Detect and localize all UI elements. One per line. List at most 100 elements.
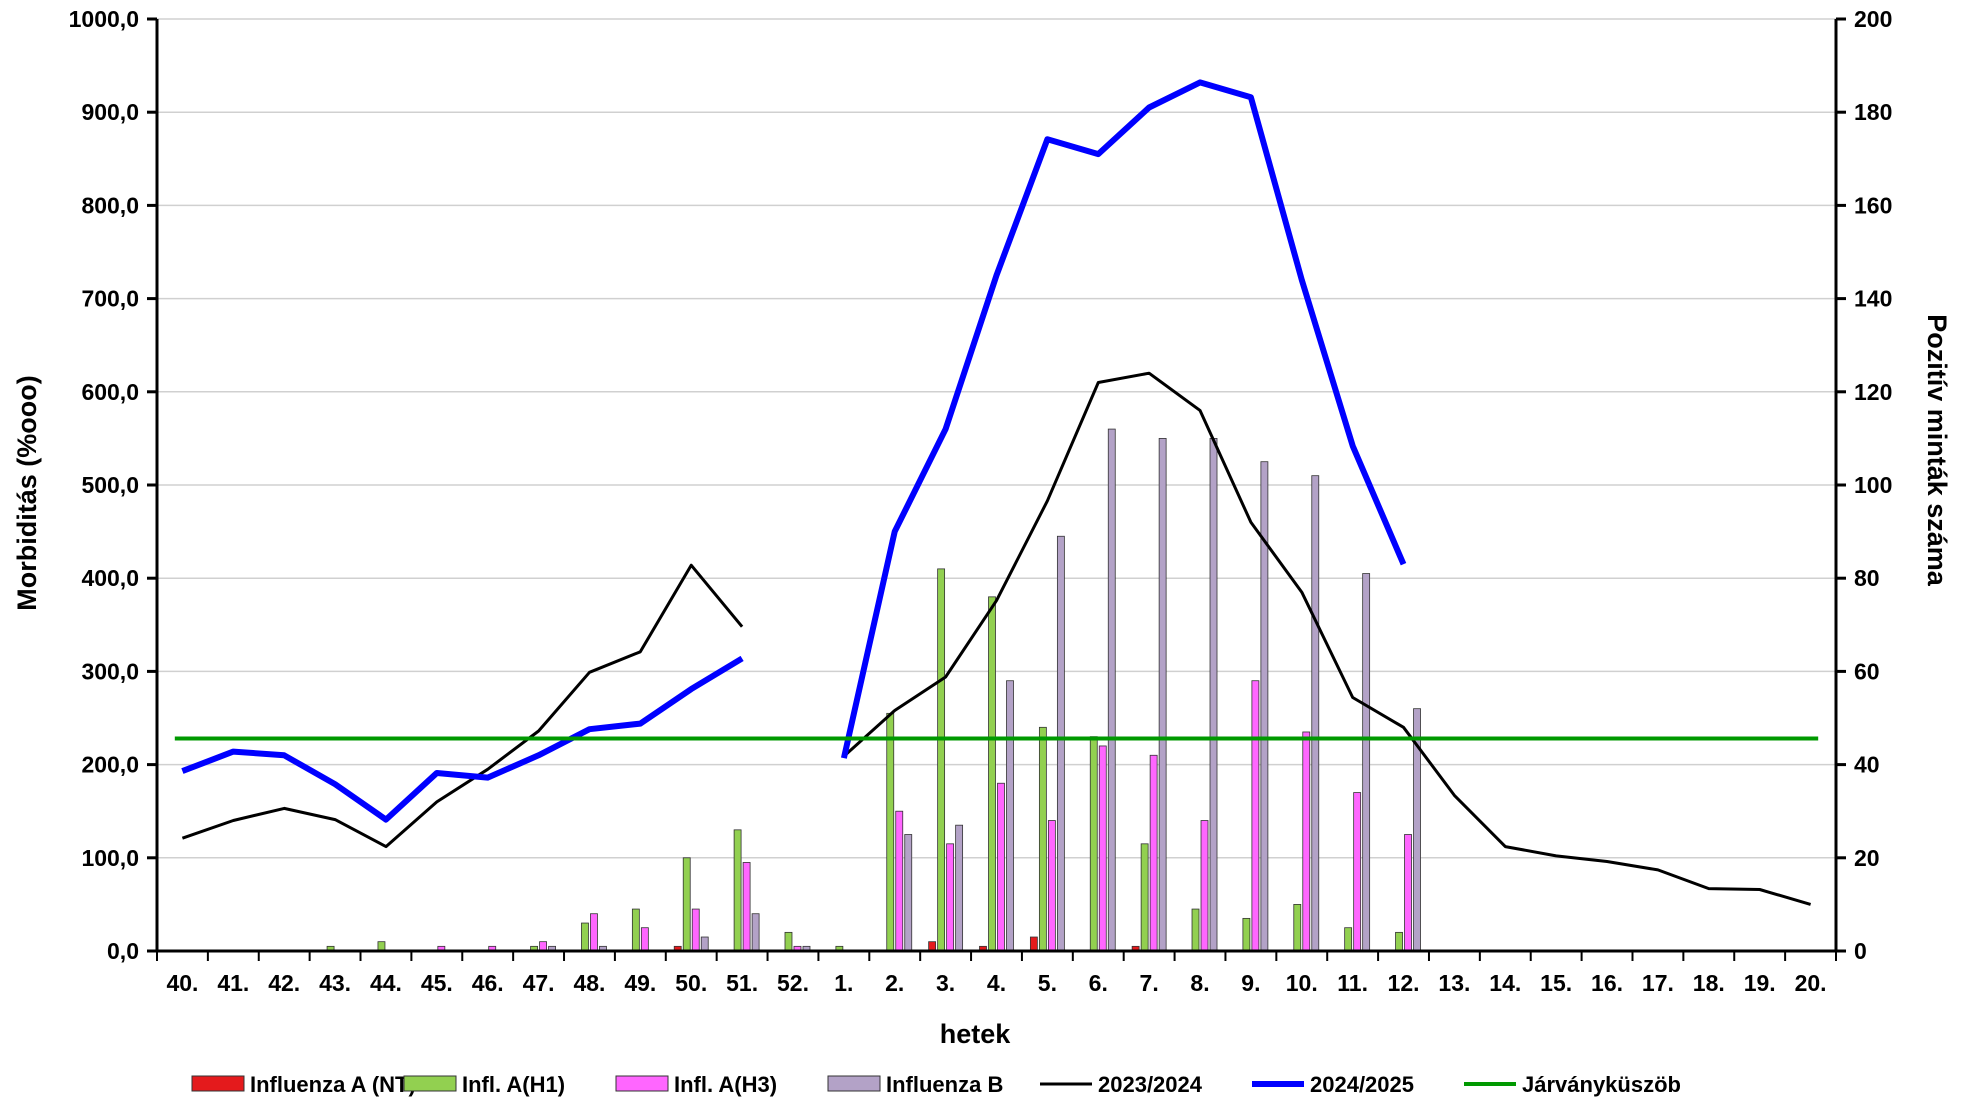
- x-tick-label: 7.: [1140, 970, 1159, 996]
- bar-infl-a-h3--10: [691, 908, 700, 952]
- legend-swatch: [191, 1075, 245, 1092]
- x-tick-label: 15.: [1540, 970, 1572, 996]
- bar-infl-a-h1--17: [1038, 726, 1047, 952]
- bar-infl-a-h3--9: [640, 927, 649, 952]
- left-tick-label: 600,0: [81, 379, 139, 405]
- x-tick-label: 9.: [1241, 970, 1260, 996]
- x-tick-label: 51.: [726, 970, 758, 996]
- bar-infl-a-h3--15: [946, 843, 955, 952]
- right-tick-label: 20: [1854, 845, 1880, 871]
- left-tick-label: 200,0: [81, 752, 139, 778]
- x-tick-label: 14.: [1489, 970, 1521, 996]
- bar-influenza-b-10: [700, 936, 709, 952]
- bar-influenza-b-17: [1056, 535, 1065, 952]
- bar-infl-a-h3--11: [742, 862, 751, 952]
- right-tick-label: 40: [1854, 752, 1880, 778]
- x-tick-label: 50.: [675, 970, 707, 996]
- legend-item-infl-a-h1-: Infl. A(H1): [403, 1072, 565, 1097]
- left-axis-title: Morbiditás (%ooo): [12, 375, 42, 610]
- bar-infl-a-h3--17: [1047, 820, 1056, 952]
- left-tick-label: 0,0: [107, 938, 139, 964]
- left-tick-label: 500,0: [81, 472, 139, 498]
- bar-infl-a-h3--19: [1149, 754, 1158, 952]
- bar-influenza-b-11: [751, 913, 760, 952]
- right-tick-label: 120: [1854, 379, 1892, 405]
- left-axis-ticks: 0,0 100,0 200,0 300,0 400,0 500,0 600,0 700,0 80…: [69, 6, 157, 964]
- bar-infl-a-h1--24: [1395, 931, 1403, 952]
- x-tick-label: 1.: [834, 970, 853, 996]
- bar-infl-a-h1--16: [988, 596, 996, 952]
- x-tick-label: 11.: [1337, 970, 1368, 996]
- legend-label: Infl. A(H3): [674, 1072, 777, 1097]
- x-axis-ticks: 40. 41. 42. 43. 44. 45. 46. 47. 48. 49. 50. 51. 52. 1…: [156, 951, 1837, 996]
- bar-infl-a-h1--9: [631, 908, 640, 952]
- x-tick-label: 13.: [1438, 970, 1470, 996]
- bar-influenza-a-nt--17: [1029, 936, 1038, 952]
- left-tick-label: 900,0: [81, 99, 139, 125]
- legend-item-influenza-b: Influenza B: [827, 1072, 1003, 1097]
- bar-influenza-b-23: [1362, 573, 1371, 952]
- right-tick-label: 80: [1854, 565, 1880, 591]
- x-tick-label: 20.: [1795, 970, 1827, 996]
- right-tick-label: 160: [1854, 192, 1892, 218]
- bar-infl-a-h3--24: [1404, 834, 1412, 952]
- x-tick-label: 49.: [624, 970, 656, 996]
- bar-infl-a-h3--20: [1200, 820, 1209, 952]
- x-tick-label: 6.: [1089, 970, 1108, 996]
- bar-influenza-b-15: [955, 824, 964, 952]
- legend-item-2023-2024: 2023/2024: [1040, 1072, 1203, 1097]
- bar-infl-a-h1--12: [784, 931, 793, 952]
- x-tick-label: 3.: [936, 970, 955, 996]
- legend-swatch: [615, 1075, 669, 1092]
- x-tick-label: 45.: [421, 970, 453, 996]
- bar-infl-a-h3--18: [1098, 745, 1107, 952]
- bar-infl-a-h1--20: [1191, 908, 1200, 952]
- bar-infl-a-h1--23: [1344, 927, 1353, 952]
- bar-infl-a-h1--10: [682, 857, 691, 952]
- x-tick-label: 4.: [987, 970, 1006, 996]
- legend-item-2024-2025: 2024/2025: [1252, 1072, 1414, 1097]
- x-tick-label: 10.: [1286, 970, 1318, 996]
- bar-marks: [326, 428, 1421, 952]
- legend-label: Járványküszöb: [1522, 1072, 1681, 1097]
- x-axis-title: hetek: [940, 1019, 1012, 1049]
- bar-influenza-b-19: [1158, 437, 1167, 952]
- x-tick-label: 47.: [523, 970, 555, 996]
- legend-label: 2024/2025: [1310, 1072, 1414, 1097]
- x-tick-label: 48.: [573, 970, 605, 996]
- right-tick-label: 0: [1854, 938, 1867, 964]
- x-tick-label: 43.: [319, 970, 351, 996]
- x-tick-label: 19.: [1744, 970, 1776, 996]
- bar-infl-a-h3--14: [895, 810, 904, 952]
- bar-infl-a-h1--14: [886, 712, 895, 952]
- bar-infl-a-h1--8: [581, 922, 589, 952]
- x-tick-label: 16.: [1591, 970, 1623, 996]
- legend-label: 2023/2024: [1098, 1072, 1203, 1097]
- x-tick-label: 46.: [472, 970, 504, 996]
- bar-infl-a-h1--15: [937, 568, 946, 952]
- bar-influenza-b-18: [1107, 428, 1116, 952]
- bar-influenza-b-20: [1209, 437, 1218, 952]
- x-tick-label: 41.: [217, 970, 249, 996]
- legend-swatch: [403, 1075, 457, 1092]
- left-tick-label: 300,0: [81, 658, 139, 684]
- bar-infl-a-h3--16: [997, 782, 1005, 952]
- x-tick-label: 2.: [885, 970, 904, 996]
- bar-influenza-b-14: [904, 834, 913, 952]
- right-tick-label: 200: [1854, 6, 1892, 32]
- left-tick-label: 800,0: [81, 192, 139, 218]
- x-tick-label: 42.: [268, 970, 300, 996]
- bar-infl-a-h3--23: [1353, 792, 1362, 952]
- bar-influenza-b-16: [1006, 680, 1014, 952]
- right-axis-title: Pozitív minták száma: [1922, 314, 1952, 587]
- legend-item-j-rv-nyk-sz-b: Járványküszöb: [1464, 1072, 1681, 1097]
- legend-swatch: [827, 1075, 881, 1092]
- bar-infl-a-h1--18: [1089, 736, 1098, 952]
- bar-infl-a-h3--21: [1251, 680, 1260, 952]
- x-tick-label: 44.: [370, 970, 402, 996]
- legend: Influenza A (NT) Infl. A(H1) Infl. A(H3) In…: [191, 1072, 1681, 1097]
- right-tick-label: 140: [1854, 286, 1892, 312]
- bar-infl-a-h3--22: [1302, 731, 1311, 952]
- bar-infl-a-h3--8: [590, 913, 598, 952]
